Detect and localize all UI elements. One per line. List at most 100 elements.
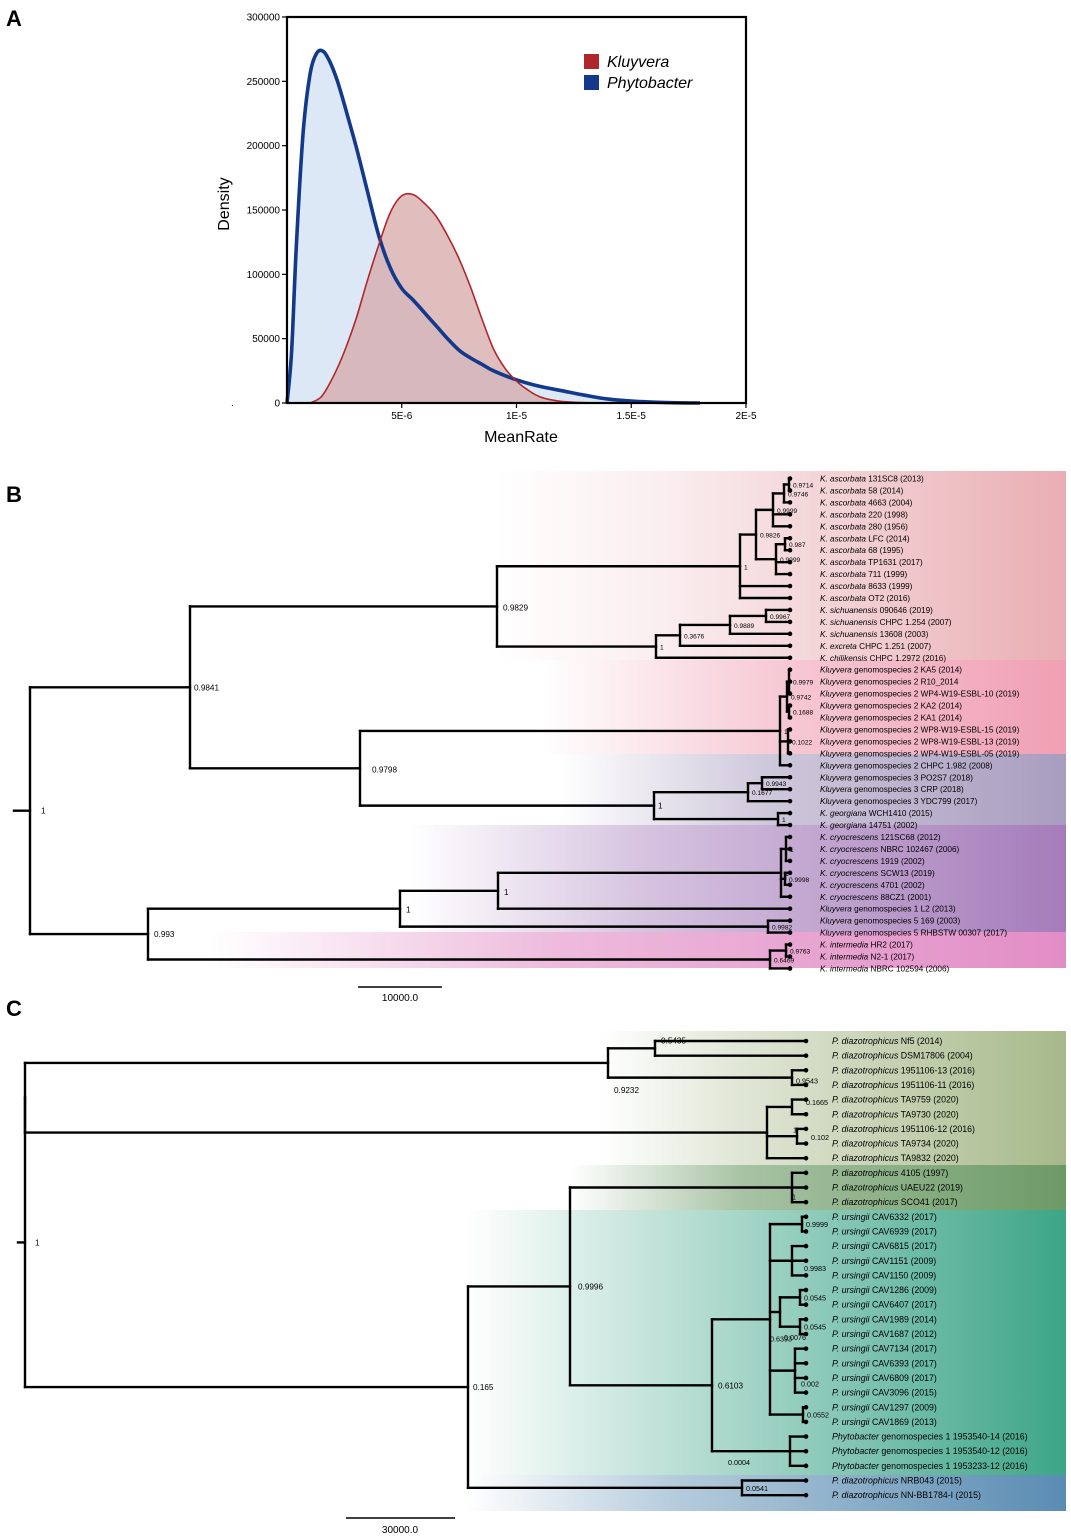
support-value: 1 — [504, 888, 509, 897]
taxon-label: K. cryocrescens NBRC 102467 (2006) — [820, 845, 960, 854]
taxon-label: K. ascorbata LFC (2014) — [820, 534, 910, 543]
taxon-label: Kluyvera genomospecies 2 KA1 (2014) — [820, 714, 962, 723]
legend-swatch-phytobacter — [584, 75, 599, 90]
tip-dot — [787, 786, 793, 792]
support-value: 0.1677 — [752, 790, 773, 797]
tip-dot — [787, 500, 793, 505]
taxon-strain: genomospecies 2 WP4-W19-ESBL-10 (2019) — [852, 690, 1020, 699]
taxon-strain: CAV1286 (2009) — [870, 1285, 937, 1295]
y-tick-label: 100000 — [247, 270, 281, 281]
x-axis-title: MeanRate — [484, 429, 558, 446]
taxon-label: P. ursingii CAV3096 (2015) — [832, 1388, 937, 1398]
support-value: 0.9543 — [796, 1077, 818, 1086]
x-tick-label: 1.5E-5 — [617, 411, 647, 422]
taxon-label: P. diazotrophicus TA9832 (2020) — [832, 1153, 959, 1163]
x-tick-label: 2E-5 — [735, 411, 757, 422]
taxon-genus: K. ascorbata — [820, 534, 866, 543]
taxon-genus: P. diazotrophicus — [832, 1065, 899, 1075]
taxon-genus: Kluyvera — [820, 725, 852, 734]
tip-dot — [787, 858, 793, 864]
y-axis: 0 50000 100000 150000 200000 250000 300000 — [247, 13, 287, 410]
tip-dot — [803, 1302, 809, 1307]
taxon-label: P. diazotrophicus 1951106-12 (2016) — [832, 1124, 975, 1134]
phytobacter-density-line — [285, 48, 701, 405]
taxon-label: K. sichuanensis 090646 (2019) — [820, 606, 933, 615]
panel-label-a: A — [6, 6, 22, 31]
taxon-label: K. ascorbata 8633 (1999) — [820, 582, 913, 591]
taxon-label: P. diazotrophicus NN-BB1784-I (2015) — [832, 1490, 981, 1500]
taxon-label: P. ursingii CAV1286 (2009) — [832, 1285, 937, 1295]
tip-dot — [803, 1258, 809, 1264]
tip-dot — [787, 810, 793, 816]
origin-mark: . — [231, 398, 234, 409]
taxon-genus: P. diazotrophicus — [832, 1168, 899, 1178]
tip-dot — [803, 1214, 809, 1220]
taxon-label: P. ursingii CAV6332 (2017) — [832, 1212, 937, 1222]
x-tick-label: 5E-6 — [391, 411, 413, 422]
taxon-strain: NRB043 (2015) — [898, 1476, 962, 1486]
tip-dot — [787, 583, 793, 589]
tip-dot — [803, 1141, 809, 1146]
taxon-strain: genomospecies 2 KA1 (2014) — [852, 714, 962, 723]
taxon-label: K. ascorbata 131SC8 (2013) — [820, 475, 924, 484]
taxon-genus: Phytobacter — [832, 1461, 880, 1471]
taxon-strain: genomospecies 2 WP4-W19-ESBL-05 (2019) — [852, 749, 1020, 758]
taxon-genus: Kluyvera — [820, 773, 852, 782]
tip-dot — [787, 595, 793, 601]
taxon-label: Phytobacter genomospecies 1 1953540-14 (… — [832, 1432, 1028, 1442]
tip-dot — [787, 607, 793, 613]
taxon-strain: 4105 (1997) — [898, 1168, 948, 1178]
taxon-genus: P. diazotrophicus — [832, 1490, 899, 1500]
taxon-genus: K. cryocrescens — [820, 869, 878, 878]
tip-dot — [787, 834, 793, 840]
taxon-strain: genomospecies 2 CHPC 1.982 (2008) — [852, 761, 993, 770]
taxon-strain: 711 (1999) — [866, 570, 908, 579]
support-value: 0.9826 — [760, 533, 781, 540]
taxon-label: P. ursingii CAV6809 (2017) — [832, 1373, 937, 1383]
support-value: 0.6469 — [774, 957, 795, 964]
taxon-genus: K. georgiana — [820, 821, 867, 830]
support-value: 0.9798 — [372, 765, 397, 774]
taxon-genus: K. ascorbata — [820, 522, 866, 531]
tip-dot — [787, 906, 793, 911]
taxon-label: Kluyvera genomospecies 2 WP8-W19-ESBL-13… — [820, 737, 1020, 746]
tip-dot — [787, 559, 793, 565]
clade-band-ursingii — [466, 1210, 1066, 1475]
tip-dot — [803, 1478, 809, 1483]
taxon-label: P. diazotrophicus SCO41 (2017) — [832, 1197, 958, 1207]
tree-b-branches: 0.9841 0.9829 1 0.9826 0.9999 0.9746 0.9714 0.9… — [12, 475, 1020, 973]
tip-dot — [803, 1068, 809, 1073]
taxon-strain: CAV1989 (2014) — [870, 1314, 937, 1324]
tip-dot — [803, 1199, 809, 1205]
tip-dot — [787, 739, 793, 744]
support-value: 0.9841 — [194, 683, 219, 692]
taxon-label: P. ursingii CAV6407 (2017) — [832, 1300, 937, 1310]
tip-dot — [787, 918, 793, 923]
taxon-strain: SCW13 (2019) — [878, 869, 935, 878]
support-value: 0.9967 — [770, 614, 791, 621]
tip-dot — [803, 1331, 809, 1337]
taxon-label: P. diazotrophicus TA9734 (2020) — [832, 1139, 959, 1149]
support-value: 0.9714 — [793, 482, 814, 489]
tip-dot — [803, 1404, 809, 1410]
taxon-label: K. ascorbata TP1631 (2017) — [820, 558, 923, 567]
taxon-genus: K. cryocrescens — [820, 893, 878, 902]
taxon-genus: K. sichuanensis — [820, 606, 877, 615]
taxon-label: P. diazotrophicus UAEU22 (2019) — [832, 1183, 963, 1193]
y-tick-label: 50000 — [252, 334, 280, 345]
taxon-label: K. intermedia N2-1 (2017) — [820, 953, 914, 962]
taxon-label: P. ursingii CAV6815 (2017) — [832, 1241, 937, 1251]
taxon-genus: P. diazotrophicus — [832, 1197, 899, 1207]
tip-dot — [803, 1053, 809, 1058]
taxon-genus: Kluyvera — [820, 737, 852, 746]
tip-dot — [803, 1273, 809, 1278]
taxon-label: K. georgiana WCH1410 (2015) — [820, 809, 933, 818]
taxon-genus: P. ursingii — [832, 1344, 871, 1354]
taxon-label: K. sichuanensis 13608 (2003) — [820, 630, 929, 639]
taxon-strain: NBRC 102594 (2006) — [868, 964, 949, 973]
taxon-strain: genomospecies 5 RHBSTW 00307 (2017) — [852, 929, 1007, 938]
tip-dot — [787, 643, 793, 649]
taxon-genus: K. georgiana — [820, 809, 867, 818]
taxon-genus: K. intermedia — [820, 953, 869, 962]
tip-dot — [787, 882, 793, 888]
